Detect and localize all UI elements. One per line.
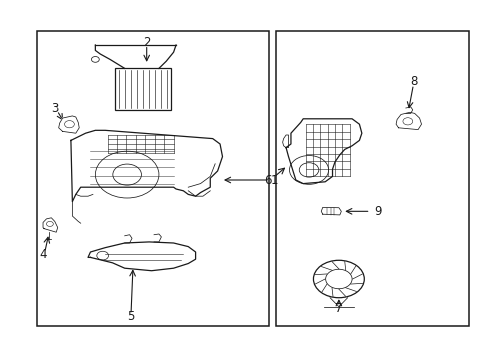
Polygon shape bbox=[59, 116, 79, 133]
Bar bbox=[276, 31, 468, 326]
Bar bbox=[115, 68, 171, 110]
Polygon shape bbox=[321, 207, 341, 215]
Polygon shape bbox=[285, 119, 361, 184]
Text: 3: 3 bbox=[51, 102, 59, 114]
Polygon shape bbox=[395, 112, 421, 130]
Text: 2: 2 bbox=[142, 36, 150, 49]
Text: 8: 8 bbox=[409, 75, 417, 88]
Polygon shape bbox=[88, 242, 195, 271]
Text: 6: 6 bbox=[264, 174, 271, 186]
Text: 1: 1 bbox=[270, 174, 278, 186]
Bar bbox=[37, 31, 268, 326]
Text: 5: 5 bbox=[127, 310, 135, 323]
Polygon shape bbox=[43, 218, 58, 232]
Polygon shape bbox=[71, 130, 222, 202]
Text: 4: 4 bbox=[39, 248, 47, 261]
Text: 9: 9 bbox=[374, 205, 381, 218]
Text: 7: 7 bbox=[334, 302, 342, 315]
